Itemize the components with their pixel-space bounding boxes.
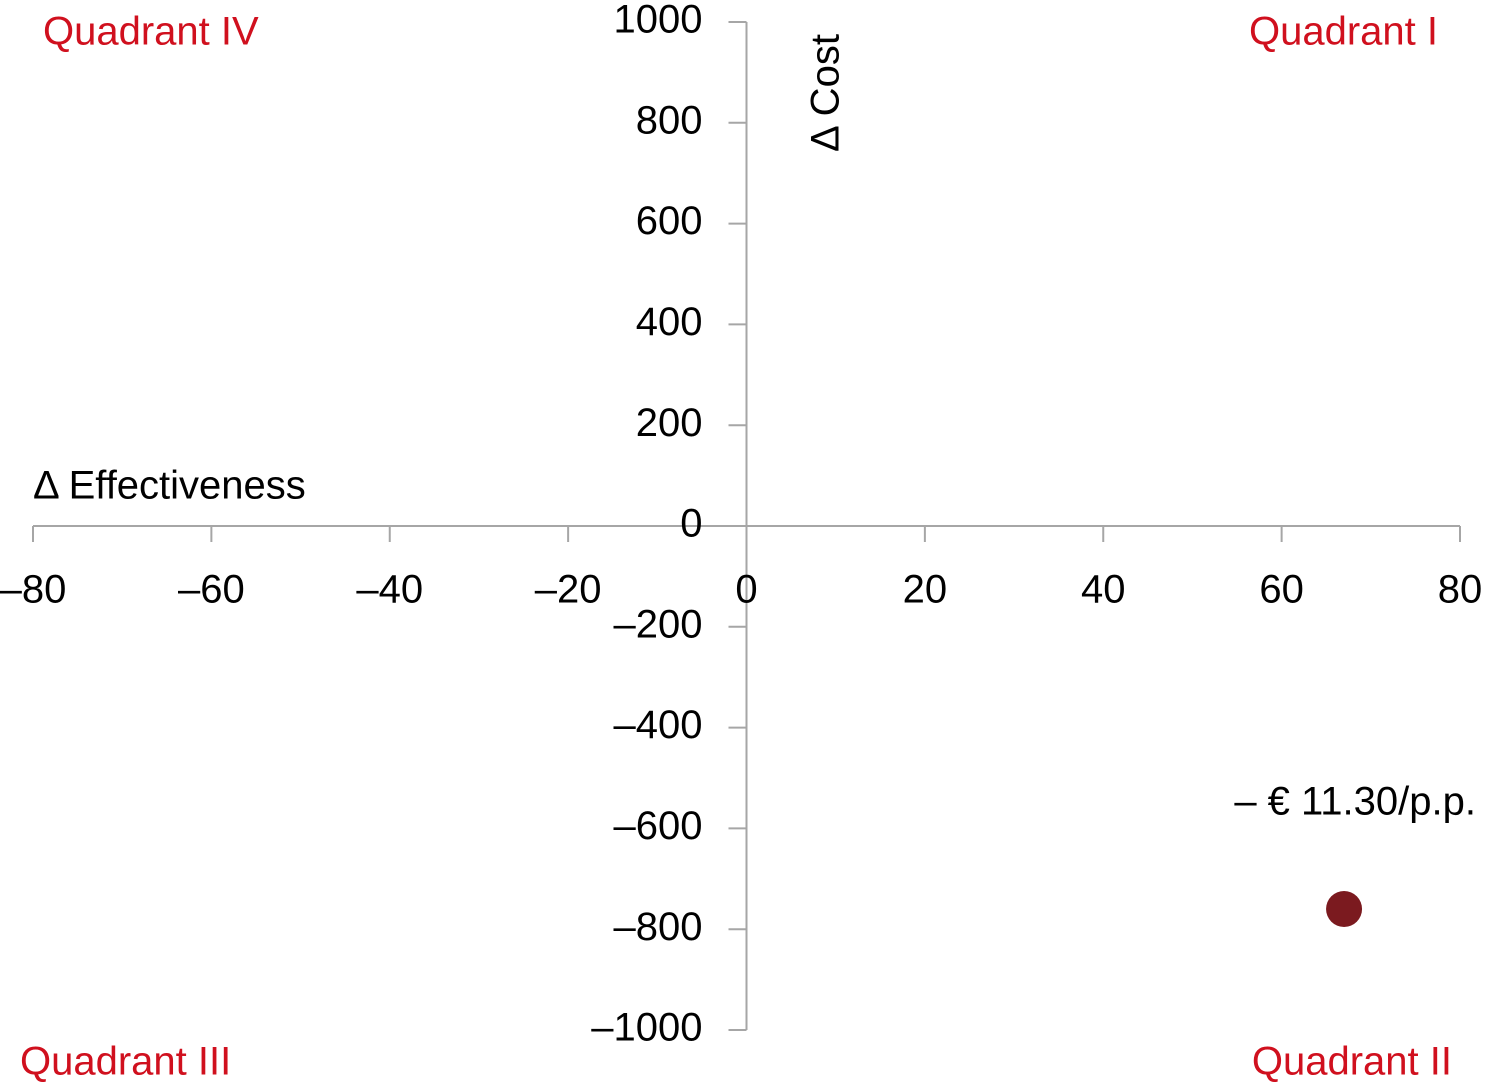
y-tick-label: –600 [614,804,703,848]
x-tick-label: 80 [1438,568,1483,612]
y-tick-label: 1000 [614,0,703,42]
x-axis-label: Δ Effectiveness [33,464,306,508]
x-tick-label: –20 [535,568,602,612]
y-tick-label: 400 [636,300,703,344]
y-tick-label: 0 [680,502,702,546]
y-tick-label: –200 [614,602,703,646]
x-tick-label: –40 [356,568,423,612]
x-tick-label: 0 [735,568,757,612]
data-point [1326,891,1363,928]
x-tick-label: –60 [178,568,245,612]
y-tick-label: 600 [636,199,703,243]
y-tick-label: 200 [636,401,703,445]
quadrant-label: Quadrant II [1252,1040,1452,1084]
x-tick-label: 40 [1081,568,1126,612]
y-tick-label: –1000 [591,1006,702,1050]
quadrant-label: Quadrant I [1249,10,1438,54]
y-tick-label: –400 [614,703,703,747]
quadrant-label: Quadrant III [20,1040,231,1084]
x-tick-label: 20 [903,568,948,612]
x-tick-label: –80 [0,568,66,612]
y-axis-label: Δ Cost [804,34,848,152]
x-tick-label: 60 [1259,568,1304,612]
icer-label: – € 11.30/p.p. [1234,780,1476,824]
y-tick-label: –800 [614,905,703,949]
quadrant-label: Quadrant IV [43,10,259,54]
y-tick-label: 800 [636,98,703,142]
